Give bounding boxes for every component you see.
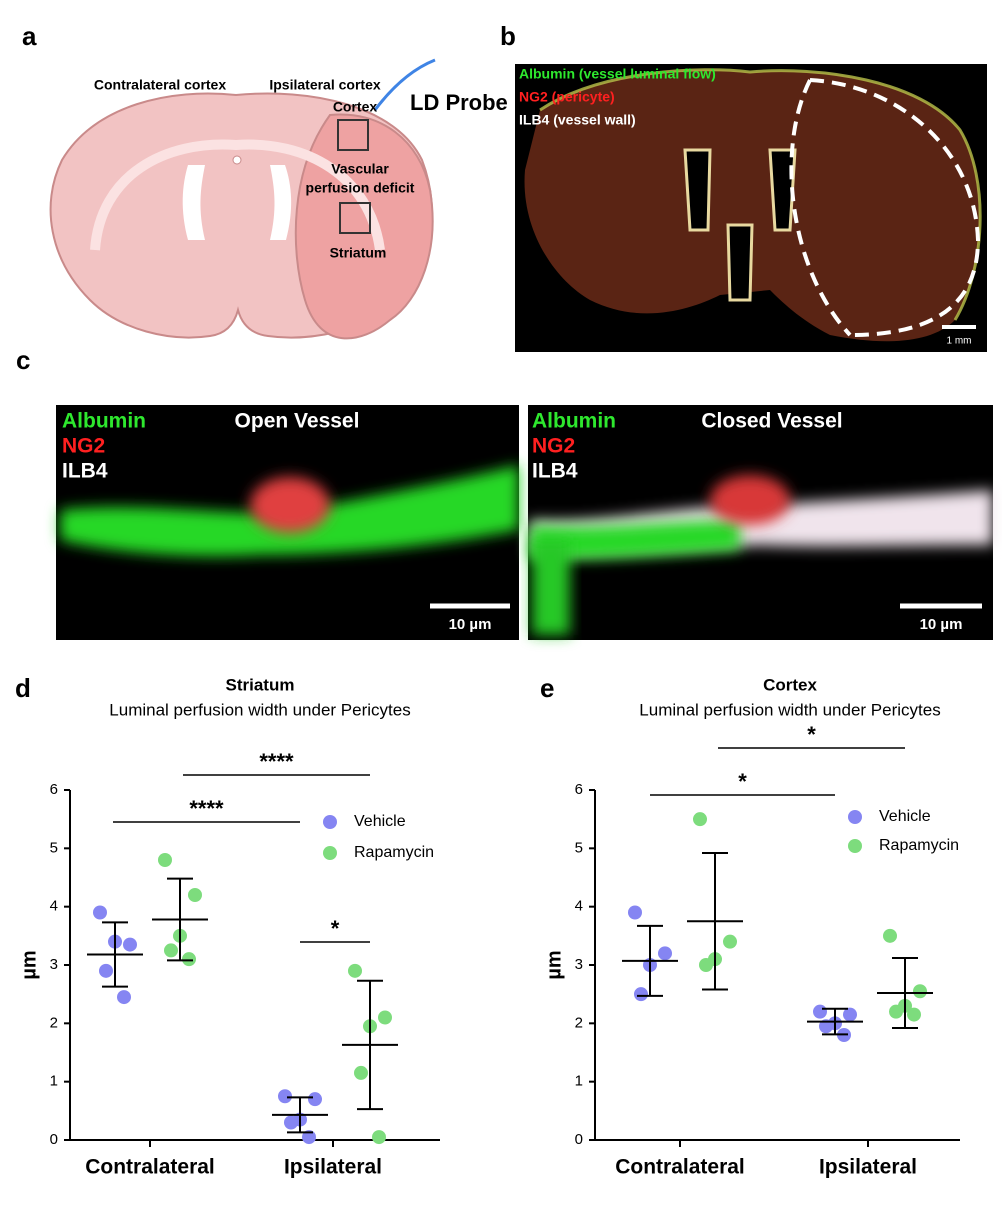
stain-label: Albumin <box>532 410 616 433</box>
data-point <box>813 1004 827 1019</box>
legend-label: Vehicle <box>354 813 406 830</box>
image-title: Open Vessel <box>235 410 360 433</box>
data-point <box>658 946 672 961</box>
data-point <box>308 1092 322 1107</box>
y-tick-label: 0 <box>575 1131 583 1148</box>
y-tick-label: 3 <box>575 956 583 973</box>
data-point <box>99 963 113 978</box>
significance-label: **** <box>259 749 294 774</box>
data-point <box>693 812 707 827</box>
brain-image <box>515 64 987 352</box>
legend-label: Rapamycin <box>879 837 959 854</box>
panel-letter: e <box>540 673 554 703</box>
y-tick-label: 6 <box>50 781 58 798</box>
y-tick-label: 5 <box>50 839 58 856</box>
data-point <box>164 943 178 958</box>
stain-label: NG2 <box>532 435 575 458</box>
scale-label: 10 µm <box>449 616 492 633</box>
legend-marker <box>323 815 337 829</box>
data-point <box>634 987 648 1002</box>
label: Cortex <box>333 99 378 115</box>
data-point <box>284 1115 298 1130</box>
data-point <box>699 958 713 972</box>
legend-label: Vehicle <box>879 808 931 825</box>
y-axis-label: µm <box>543 950 565 979</box>
chart-subtitle: Luminal perfusion width under Pericytes <box>639 700 940 719</box>
y-tick-label: 4 <box>50 898 58 915</box>
data-point <box>372 1130 386 1145</box>
stain-label: ILB4 <box>62 460 108 483</box>
panel-letter: b <box>500 21 516 51</box>
y-tick-label: 5 <box>575 839 583 856</box>
data-point <box>883 928 897 943</box>
brain-schematic <box>49 58 436 340</box>
data-point <box>913 984 927 999</box>
label: perfusion deficit <box>306 180 415 196</box>
significance-label: * <box>331 916 340 941</box>
data-point <box>93 905 107 920</box>
y-tick-label: 2 <box>50 1014 58 1031</box>
label: Striatum <box>330 245 387 261</box>
legend-label: ILB4 (vessel wall) <box>519 112 636 128</box>
label: Contralateral cortex <box>94 77 226 93</box>
micrograph <box>56 405 993 640</box>
image-title: Closed Vessel <box>701 410 842 433</box>
y-tick-label: 6 <box>575 781 583 798</box>
data-point <box>354 1065 368 1080</box>
label: LD Probe <box>410 90 508 115</box>
scale-label: 1 mm <box>947 336 972 347</box>
x-tick-label: Ipsilateral <box>284 1156 382 1179</box>
data-point <box>182 952 196 967</box>
data-point <box>843 1007 857 1022</box>
legend-label: NG2 (pericyte) <box>519 89 615 105</box>
panel-letter: c <box>16 345 30 375</box>
significance-label: * <box>807 722 816 747</box>
legend-marker <box>323 846 337 860</box>
panel-letter: a <box>22 21 37 51</box>
chart-title: Striatum <box>226 675 295 694</box>
chart-subtitle: Luminal perfusion width under Pericytes <box>109 700 410 719</box>
y-tick-label: 3 <box>50 956 58 973</box>
legend-label: Rapamycin <box>354 844 434 861</box>
label: Vascular <box>331 161 389 177</box>
data-point <box>907 1007 921 1022</box>
y-axis-label: µm <box>18 950 40 979</box>
y-tick-label: 1 <box>50 1073 58 1090</box>
stain-label: Albumin <box>62 410 146 433</box>
scale-label: 10 µm <box>920 616 963 633</box>
data-point <box>723 934 737 949</box>
chart-title: Cortex <box>763 675 817 694</box>
data-point <box>819 1019 833 1034</box>
y-tick-label: 0 <box>50 1131 58 1148</box>
y-tick-label: 2 <box>575 1014 583 1031</box>
data-point <box>123 937 137 952</box>
significance-label: * <box>738 769 747 794</box>
y-tick-label: 1 <box>575 1073 583 1090</box>
legend-marker <box>848 810 862 824</box>
stain-label: NG2 <box>62 435 105 458</box>
panel-letter: d <box>15 673 31 703</box>
data-point <box>117 990 131 1005</box>
data-point <box>158 853 172 867</box>
label: Ipsilateral cortex <box>269 77 380 93</box>
legend-label: Albumin (vessel luminal flow) <box>519 66 716 82</box>
data-point <box>889 1004 903 1019</box>
data-point <box>628 905 642 920</box>
data-point <box>378 1010 392 1025</box>
legend-marker <box>848 839 862 853</box>
data-point <box>278 1089 292 1104</box>
stain-label: ILB4 <box>532 460 578 483</box>
data-point <box>188 888 202 902</box>
data-point <box>302 1130 316 1145</box>
x-tick-label: Contralateral <box>615 1156 745 1179</box>
x-tick-label: Contralateral <box>85 1156 215 1179</box>
data-point <box>348 963 362 978</box>
x-tick-label: Ipsilateral <box>819 1156 917 1179</box>
significance-label: **** <box>189 796 224 821</box>
y-tick-label: 4 <box>575 898 583 915</box>
